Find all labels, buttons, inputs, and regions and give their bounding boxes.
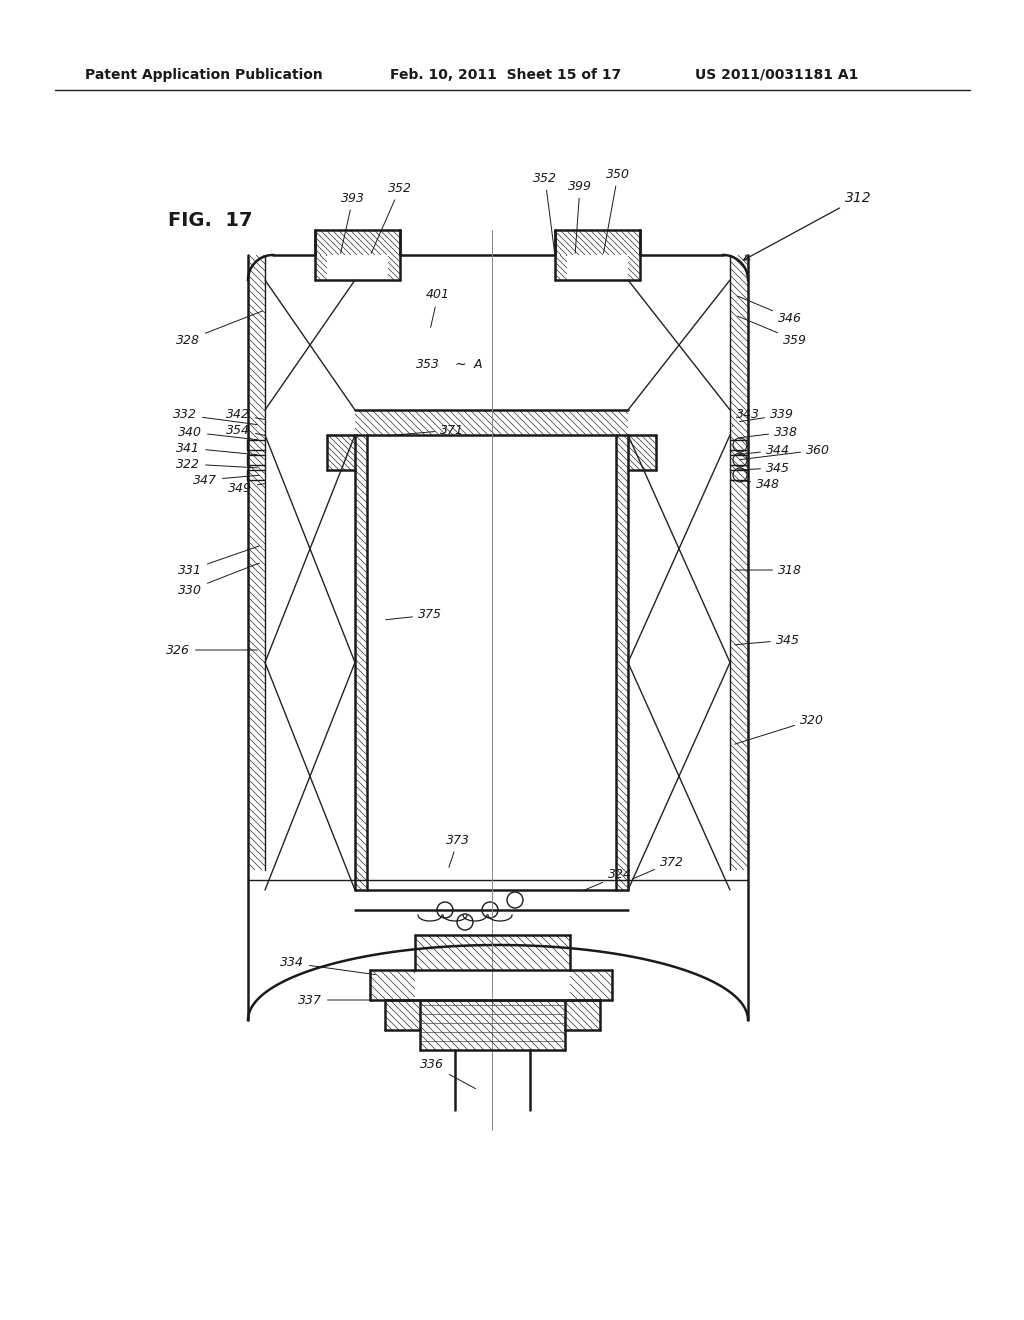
Text: 342: 342 bbox=[226, 408, 265, 421]
Text: 332: 332 bbox=[173, 408, 257, 425]
Text: 337: 337 bbox=[298, 994, 372, 1006]
Text: 354: 354 bbox=[226, 424, 265, 437]
Text: 359: 359 bbox=[737, 315, 807, 346]
Text: 344: 344 bbox=[737, 444, 790, 457]
Text: 336: 336 bbox=[420, 1059, 475, 1089]
Text: 360: 360 bbox=[739, 444, 830, 459]
Text: 352: 352 bbox=[534, 172, 557, 253]
Text: 324: 324 bbox=[583, 869, 632, 891]
Text: 338: 338 bbox=[739, 425, 798, 438]
Text: 346: 346 bbox=[737, 296, 802, 325]
Text: 339: 339 bbox=[739, 408, 794, 421]
Text: 350: 350 bbox=[603, 168, 630, 253]
Text: 330: 330 bbox=[178, 564, 259, 597]
Text: 331: 331 bbox=[178, 546, 259, 577]
Text: 352: 352 bbox=[371, 181, 412, 253]
Text: A: A bbox=[474, 359, 482, 371]
Text: ~: ~ bbox=[455, 358, 466, 372]
Text: 345: 345 bbox=[735, 634, 800, 647]
Text: 371: 371 bbox=[388, 424, 464, 437]
Text: 372: 372 bbox=[633, 855, 684, 879]
Text: 312: 312 bbox=[743, 191, 871, 260]
Text: 340: 340 bbox=[178, 425, 257, 440]
Text: 399: 399 bbox=[568, 180, 592, 253]
Text: US 2011/0031181 A1: US 2011/0031181 A1 bbox=[695, 69, 858, 82]
Text: FIG.  17: FIG. 17 bbox=[168, 210, 253, 230]
Text: 343: 343 bbox=[732, 408, 760, 426]
Text: 349: 349 bbox=[228, 482, 265, 495]
Text: Feb. 10, 2011  Sheet 15 of 17: Feb. 10, 2011 Sheet 15 of 17 bbox=[390, 69, 622, 82]
Text: 401: 401 bbox=[426, 289, 450, 327]
Text: 334: 334 bbox=[280, 957, 375, 974]
Text: 318: 318 bbox=[735, 564, 802, 577]
Text: 393: 393 bbox=[341, 191, 365, 253]
Text: 345: 345 bbox=[737, 462, 790, 474]
Text: 320: 320 bbox=[734, 714, 824, 744]
Text: 341: 341 bbox=[176, 441, 257, 454]
Text: 347: 347 bbox=[193, 474, 259, 487]
Text: 375: 375 bbox=[386, 609, 442, 622]
Text: 353: 353 bbox=[416, 359, 440, 371]
Text: Patent Application Publication: Patent Application Publication bbox=[85, 69, 323, 82]
Text: 322: 322 bbox=[176, 458, 257, 470]
Text: 348: 348 bbox=[737, 478, 780, 491]
Text: 373: 373 bbox=[446, 833, 470, 867]
Text: 326: 326 bbox=[166, 644, 257, 656]
Text: 328: 328 bbox=[176, 312, 262, 346]
